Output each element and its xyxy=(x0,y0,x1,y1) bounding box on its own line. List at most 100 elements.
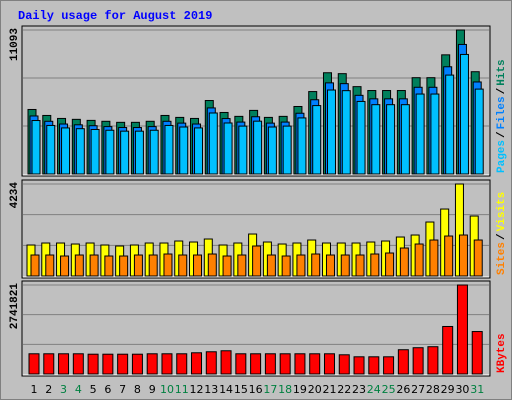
bar xyxy=(370,253,380,277)
bar xyxy=(386,104,396,175)
bar xyxy=(191,352,203,375)
bar xyxy=(178,254,188,277)
bar xyxy=(266,254,276,277)
bar xyxy=(120,130,130,175)
bar xyxy=(282,125,292,175)
legend: Pages / Files / Hits xyxy=(496,59,508,173)
bar xyxy=(222,255,232,277)
legend: KBytes xyxy=(496,333,508,373)
x-tick-label: 1 xyxy=(31,383,38,396)
bar xyxy=(207,253,217,277)
bar xyxy=(163,253,173,277)
y-tick-label: 2741821 xyxy=(9,283,21,330)
bar xyxy=(473,239,483,277)
bar xyxy=(353,356,365,375)
legend-entry: Hits xyxy=(496,59,508,85)
x-tick-label: 21 xyxy=(322,383,336,396)
bar xyxy=(279,353,291,375)
legend-separator: / xyxy=(496,87,508,94)
bar xyxy=(414,243,424,277)
bar xyxy=(456,284,468,375)
bar xyxy=(164,124,174,175)
bar xyxy=(104,255,114,277)
bar xyxy=(385,252,395,277)
bar xyxy=(412,347,424,375)
bar xyxy=(338,354,350,375)
x-tick-label: 15 xyxy=(234,383,248,396)
bar xyxy=(297,117,307,175)
bar xyxy=(356,100,366,175)
bar xyxy=(252,245,262,277)
x-tick-label: 3 xyxy=(60,383,67,396)
bar xyxy=(133,254,143,277)
bar xyxy=(250,353,262,375)
bar xyxy=(474,88,484,175)
bar xyxy=(90,128,100,175)
x-tick-label: 16 xyxy=(249,383,263,396)
legend-entry: KBytes xyxy=(496,333,508,373)
x-tick-label: 7 xyxy=(119,383,126,396)
bar xyxy=(28,353,40,375)
chart-title: Daily usage for August 2019 xyxy=(18,9,212,23)
bar xyxy=(400,104,410,175)
bar xyxy=(415,93,425,175)
bar xyxy=(235,353,247,375)
x-tick-label: 27 xyxy=(411,383,425,396)
bar xyxy=(72,353,84,375)
bar xyxy=(355,254,365,277)
bar xyxy=(429,239,439,277)
bar xyxy=(45,254,55,277)
bar xyxy=(323,353,335,375)
legend-separator: / xyxy=(496,131,508,138)
bar xyxy=(340,254,350,277)
bar xyxy=(89,254,99,277)
bar xyxy=(46,124,56,175)
bar xyxy=(176,353,188,375)
bar xyxy=(368,356,380,375)
bar xyxy=(238,125,248,175)
x-tick-label: 9 xyxy=(149,383,156,396)
bar xyxy=(208,112,218,175)
bar xyxy=(309,353,321,375)
x-tick-label: 18 xyxy=(278,383,292,396)
legend-entry: Visits xyxy=(496,192,508,232)
x-tick-label: 13 xyxy=(204,383,218,396)
bar xyxy=(445,74,455,175)
bar xyxy=(341,90,351,175)
bar xyxy=(253,120,263,175)
bar xyxy=(427,346,439,375)
bar xyxy=(471,331,483,375)
bar xyxy=(105,129,115,175)
bar xyxy=(383,356,395,375)
bar xyxy=(148,254,158,277)
x-tick-label: 4 xyxy=(75,383,82,396)
bar xyxy=(131,353,143,375)
bar xyxy=(444,235,454,277)
bar xyxy=(60,255,70,277)
legend-entry: Files xyxy=(496,96,508,129)
bar xyxy=(74,254,84,277)
x-tick-label: 10 xyxy=(160,383,174,396)
bar xyxy=(397,349,409,375)
bar xyxy=(458,234,468,277)
bar xyxy=(220,350,232,375)
bar xyxy=(326,89,336,175)
bar xyxy=(58,353,70,375)
bar xyxy=(205,351,217,375)
x-tick-label: 14 xyxy=(219,383,233,396)
bar xyxy=(31,120,41,175)
x-tick-label: 12 xyxy=(190,383,204,396)
bar xyxy=(223,122,233,175)
bar xyxy=(312,105,322,175)
x-tick-label: 2 xyxy=(45,383,52,396)
bar xyxy=(399,247,409,277)
x-tick-label: 5 xyxy=(90,383,97,396)
legend-separator: / xyxy=(496,233,508,240)
bar xyxy=(146,353,158,375)
bar xyxy=(117,353,129,375)
bar xyxy=(281,255,291,277)
bar xyxy=(296,254,306,277)
bar xyxy=(134,130,144,175)
bar xyxy=(61,127,71,175)
